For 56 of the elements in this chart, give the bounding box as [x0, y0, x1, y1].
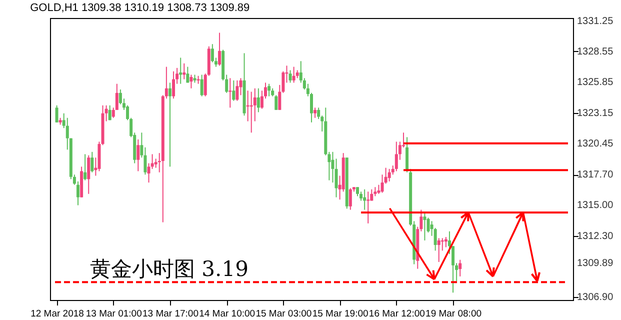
x-tick-label: 15 Mar 03:00 — [256, 308, 312, 320]
x-tick-label: 13 Mar 17:00 — [142, 308, 198, 320]
candlestick — [377, 184, 380, 194]
candlestick — [394, 141, 398, 172]
candlestick — [136, 138, 140, 172]
x-tick-label: 13 Mar 01:00 — [86, 308, 142, 320]
y-tick-label: 1331.25 — [577, 16, 614, 27]
candlestick — [288, 70, 292, 84]
candlestick — [87, 154, 90, 194]
candlestick — [292, 66, 296, 84]
candlestick — [388, 168, 391, 182]
y-tick-label: 1317.70 — [577, 170, 614, 181]
candlestick — [218, 32, 222, 66]
candlestick — [268, 83, 271, 97]
candlestick — [108, 104, 112, 121]
candlestick — [426, 217, 430, 233]
candlestick — [274, 94, 278, 110]
y-tick-label: 1315.00 — [577, 200, 614, 212]
candlestick — [406, 136, 409, 173]
candlestick — [210, 44, 214, 63]
y-tick-label: 1328.55 — [577, 46, 614, 58]
candlestick — [423, 212, 426, 241]
x-tick-label: 19 Mar 08:00 — [426, 308, 482, 320]
x-tick-label: 16 Mar 12:00 — [368, 308, 425, 320]
candlestick — [374, 186, 377, 197]
candlestick — [437, 238, 440, 262]
candlestick — [236, 80, 239, 102]
y-tick-label: 1306.90 — [577, 292, 614, 304]
candlestick — [356, 186, 359, 197]
chart-title: GOLD,H1 1309.38 1310.19 1308.73 1309.89 — [30, 2, 250, 14]
y-tick-label: 1312.30 — [577, 230, 614, 242]
candlestick — [186, 66, 190, 84]
candlestick — [76, 180, 80, 206]
candlestick — [190, 74, 193, 89]
candlestick — [84, 154, 87, 181]
y-tick-label: 1320.45 — [577, 138, 614, 150]
candlestick — [168, 82, 172, 168]
y-tick-label: 1323.15 — [577, 108, 614, 119]
candlestick — [90, 151, 94, 173]
candlestick — [55, 104, 58, 123]
candlestick — [331, 151, 334, 184]
candlestick — [200, 74, 204, 97]
y-tick-label: 1325.85 — [577, 77, 614, 88]
annotation: 黄金小时图 3.19 — [90, 257, 248, 281]
candlestick — [314, 107, 317, 118]
candlestick — [228, 78, 232, 108]
candlestick — [334, 158, 338, 198]
x-tick-label: 14 Mar 10:00 — [199, 308, 256, 320]
x-tick-label: 15 Mar 19:00 — [312, 308, 368, 320]
candlestick — [348, 188, 352, 210]
candlestick — [172, 70, 176, 100]
y-tick-label: 1309.89 — [577, 258, 614, 270]
candlestick — [256, 88, 260, 113]
candlestick — [458, 259, 462, 277]
candlestick — [232, 80, 236, 102]
x-tick-label: 12 Mar 2018 — [30, 308, 84, 320]
